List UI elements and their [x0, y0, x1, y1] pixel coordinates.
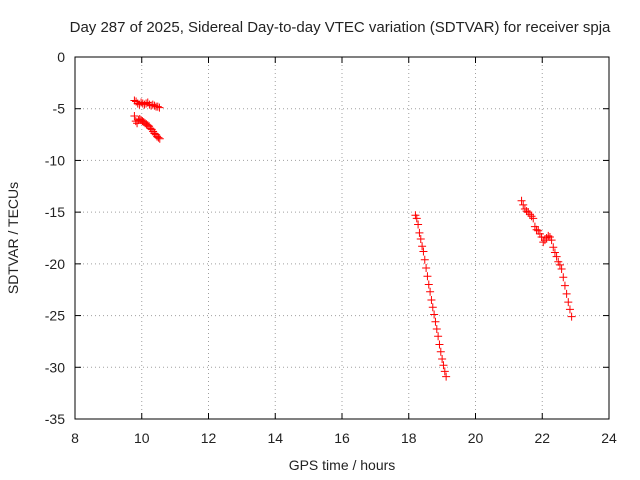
- x-tick-label: 18: [401, 430, 417, 446]
- data-point: [154, 133, 163, 142]
- grid-lines: [75, 57, 609, 419]
- data-point: [442, 372, 451, 381]
- data-point: [532, 225, 541, 234]
- data-point: [559, 273, 568, 282]
- y-tick-label: -20: [45, 256, 65, 272]
- data-point: [550, 248, 559, 257]
- data-point: [142, 99, 151, 108]
- data-point: [419, 247, 428, 256]
- data-point: [544, 231, 553, 240]
- data-point: [431, 317, 440, 326]
- data-point: [555, 260, 564, 269]
- y-tick-label: -35: [45, 411, 65, 427]
- data-point: [426, 287, 435, 296]
- data-point: [155, 103, 164, 112]
- data-point: [435, 340, 444, 349]
- axis-ticks: [74, 56, 610, 420]
- data-point: [542, 234, 551, 242]
- data-point: [416, 235, 425, 244]
- data-point: [427, 296, 436, 305]
- data-point: [420, 255, 429, 264]
- data-point: [519, 200, 528, 209]
- chart-title: Day 287 of 2025, Sidereal Day-to-day VTE…: [70, 19, 611, 36]
- data-point: [529, 214, 538, 223]
- data-point: [137, 98, 146, 107]
- data-point: [147, 125, 156, 134]
- data-point: [527, 212, 536, 221]
- data-point: [418, 242, 427, 251]
- data-point: [422, 263, 431, 272]
- data-point: [517, 196, 526, 205]
- data-point: [562, 289, 571, 298]
- data-point: [549, 243, 558, 252]
- y-tick-label: -30: [45, 359, 65, 375]
- tick-labels: 8 10 12 14 16 18 20 22 24 0 -5 -10 -15 -20 -25 -30 -35: [45, 49, 617, 446]
- x-tick-label: 12: [201, 430, 217, 446]
- y-tick-label: -5: [53, 101, 66, 117]
- data-point: [150, 101, 159, 110]
- y-tick-label: 0: [57, 49, 65, 65]
- x-tick-label: 24: [601, 430, 617, 446]
- data-point: [525, 210, 534, 219]
- x-axis-label: GPS time / hours: [289, 457, 396, 473]
- data-point: [434, 332, 443, 341]
- data-point: [432, 325, 441, 334]
- data-point: [155, 134, 164, 143]
- x-tick-label: 10: [134, 430, 150, 446]
- y-tick-label: -15: [45, 204, 65, 220]
- series-arc-2: [411, 211, 451, 381]
- data-point: [424, 280, 433, 289]
- data-point: [564, 298, 573, 307]
- data-point: [148, 100, 157, 109]
- data-point: [552, 252, 561, 261]
- data-point: [565, 305, 574, 314]
- data-point: [567, 312, 576, 321]
- data-point: [415, 228, 424, 237]
- x-tick-label: 8: [71, 430, 79, 446]
- y-tick-label: -10: [45, 152, 65, 168]
- plot-frame: [74, 56, 610, 420]
- data-point: [153, 102, 162, 111]
- data-point: [438, 355, 447, 364]
- series-arc-1b: [130, 111, 164, 143]
- y-tick-label: -25: [45, 308, 65, 324]
- data-point: [557, 265, 566, 274]
- y-axis-label: SDTVAR / TECUs: [5, 182, 21, 294]
- x-tick-label: 16: [334, 430, 350, 446]
- data-point: [430, 310, 439, 319]
- data-point: [540, 236, 549, 245]
- data-points: [130, 96, 576, 381]
- data-point: [412, 214, 421, 223]
- series-arc-1a: [130, 96, 164, 112]
- x-tick-label: 22: [534, 430, 550, 446]
- data-point: [423, 272, 432, 281]
- data-point: [440, 367, 449, 376]
- data-point: [428, 303, 437, 312]
- data-point: [539, 238, 548, 247]
- x-tick-label: 20: [468, 430, 484, 446]
- data-point: [130, 111, 139, 120]
- data-point: [414, 220, 423, 229]
- data-point: [436, 347, 445, 356]
- x-tick-label: 14: [267, 430, 283, 446]
- data-point: [524, 208, 533, 217]
- series-arc-3: [517, 196, 576, 321]
- data-point: [547, 236, 556, 245]
- data-point: [560, 281, 569, 290]
- data-point: [439, 361, 448, 370]
